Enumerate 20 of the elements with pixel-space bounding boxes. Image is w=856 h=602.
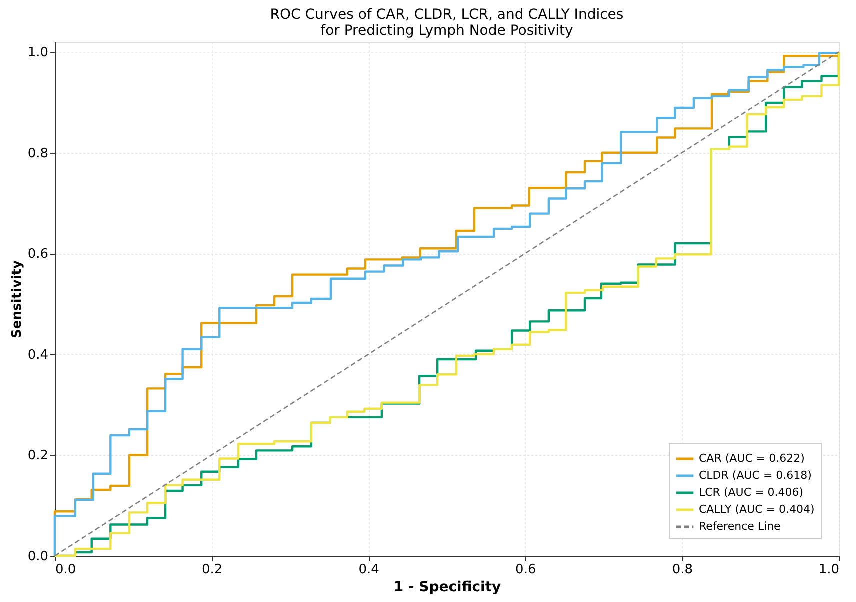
chart-title: ROC Curves of CAR, CLDR, LCR, and CALLY Indices for Predicting Lymph Node Positivity <box>270 7 624 39</box>
y-tick-label: 0.4 <box>28 348 48 363</box>
y-tick-label: 0.2 <box>28 448 48 464</box>
x-tick-label: 0.2 <box>202 562 223 578</box>
legend-label: Reference Line <box>699 520 782 533</box>
y-tick-label: 0.8 <box>28 146 48 162</box>
x-tick-label: 0.4 <box>358 562 380 578</box>
y-tick-label: 1.0 <box>28 46 48 61</box>
legend-label: CLDR (AUC = 0.618) <box>699 469 812 482</box>
x-tick-label: 0.0 <box>56 562 76 578</box>
x-tick-label: 0.6 <box>516 562 536 578</box>
y-axis-title: Sensitivity <box>10 260 25 338</box>
x-tick-label: 0.8 <box>672 562 694 578</box>
legend-label: CAR (AUC = 0.622) <box>699 452 805 465</box>
x-axis-title: 1 - Specificity <box>394 580 502 596</box>
y-tick-label: 0.0 <box>28 550 48 564</box>
y-tick-label: 0.6 <box>28 247 48 262</box>
legend-label: LCR (AUC = 0.406) <box>699 486 804 499</box>
x-tick-label: 1.0 <box>818 562 840 578</box>
legend-label: CALLY (AUC = 0.404) <box>699 503 815 516</box>
